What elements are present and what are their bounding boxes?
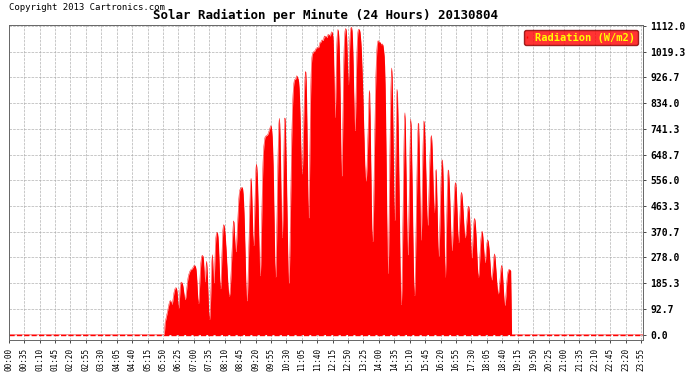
Title: Solar Radiation per Minute (24 Hours) 20130804: Solar Radiation per Minute (24 Hours) 20… [153, 9, 498, 22]
Legend: Radiation (W/m2): Radiation (W/m2) [524, 30, 638, 45]
Text: Copyright 2013 Cartronics.com: Copyright 2013 Cartronics.com [9, 3, 164, 12]
